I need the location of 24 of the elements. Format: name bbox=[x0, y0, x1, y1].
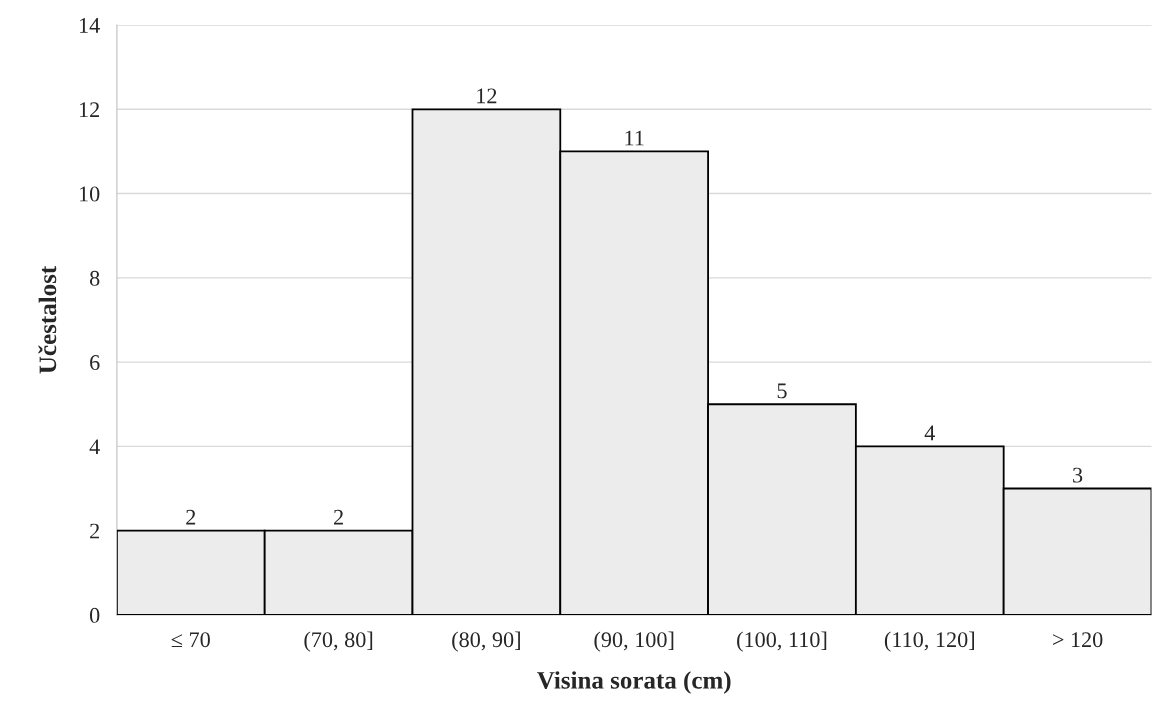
x-tick-label: (80, 90] bbox=[452, 631, 520, 652]
y-tick-label: 14 bbox=[79, 18, 100, 33]
y-tick-label: 12 bbox=[79, 102, 100, 117]
y-tick-label: 2 bbox=[90, 523, 100, 539]
x-tick-label: (90, 100] bbox=[594, 631, 674, 652]
x-tick-label: (110, 120] bbox=[884, 631, 974, 652]
data-label: 11 bbox=[625, 130, 644, 146]
data-label: 4 bbox=[924, 425, 935, 441]
x-tick-label: (70, 80] bbox=[304, 631, 373, 652]
data-label: 12 bbox=[477, 88, 497, 104]
y-tick-label: 0 bbox=[89, 607, 100, 623]
y-tick-label: 10 bbox=[79, 186, 100, 202]
x-tick-label: > 120 bbox=[1052, 632, 1103, 648]
data-label: 5 bbox=[777, 383, 787, 399]
x-tick-label: (100, 110] bbox=[737, 631, 827, 652]
x-tick-label: ≤ 70 bbox=[171, 632, 210, 648]
y-tick-label: 6 bbox=[90, 355, 100, 371]
data-label: 2 bbox=[186, 509, 196, 525]
y-axis-title: Učestalost bbox=[38, 265, 57, 374]
y-tick-label: 8 bbox=[89, 270, 100, 286]
x-axis-title: Visina sorata (cm) bbox=[537, 671, 731, 694]
y-tick-label: 4 bbox=[89, 439, 100, 455]
data-label: 2 bbox=[334, 509, 343, 525]
data-label: 3 bbox=[1073, 467, 1083, 483]
